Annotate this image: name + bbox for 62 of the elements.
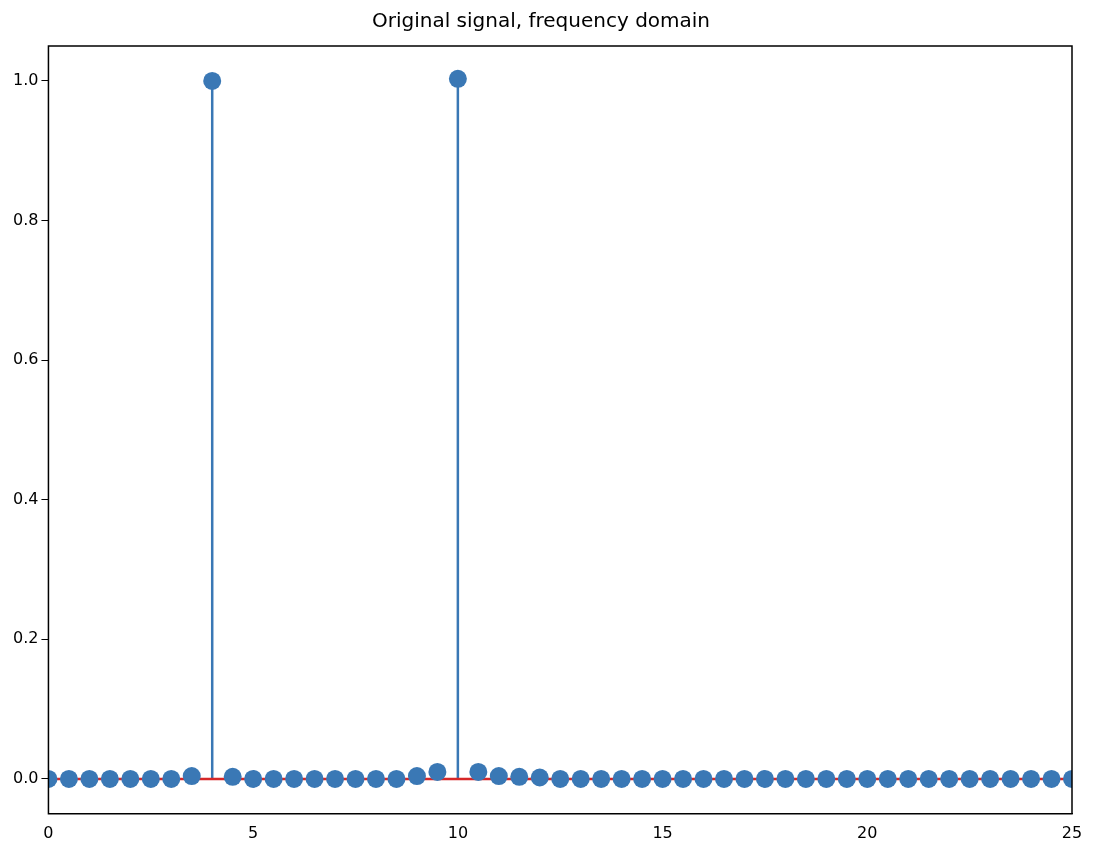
point [694, 769, 713, 788]
point [1022, 769, 1041, 788]
x-tick-label: 10 [447, 822, 469, 842]
point [1001, 769, 1020, 788]
point [305, 769, 324, 788]
point [571, 769, 590, 788]
point [551, 769, 570, 788]
x-tick-label: 0 [43, 822, 54, 842]
y-tick-label: 0.2 [12, 628, 39, 648]
point [960, 769, 979, 788]
point [755, 769, 774, 788]
x-tick-label: 5 [248, 822, 259, 842]
point [264, 769, 283, 788]
point [489, 767, 508, 786]
x-tick-label: 20 [857, 822, 878, 842]
point [817, 769, 836, 788]
point [858, 769, 877, 788]
point [510, 767, 529, 786]
point [837, 769, 856, 788]
point [121, 769, 140, 788]
point [100, 769, 119, 788]
point [796, 769, 815, 788]
point [223, 767, 242, 786]
point [919, 769, 938, 788]
point [981, 769, 1000, 788]
point [407, 767, 426, 786]
point [366, 769, 385, 788]
point [469, 762, 488, 781]
point [326, 769, 345, 788]
y-tick-label: 0.8 [12, 209, 39, 229]
point [633, 769, 652, 788]
point [776, 769, 795, 788]
x-tick-label: 25 [1061, 822, 1083, 842]
point [1042, 769, 1061, 788]
y-tick-label: 0.4 [12, 488, 39, 508]
point [346, 769, 365, 788]
point [285, 769, 304, 788]
point [674, 769, 693, 788]
point [530, 768, 549, 787]
chart-title: Original signal, frequency domain [371, 8, 711, 33]
point [940, 769, 959, 788]
point [244, 769, 263, 788]
point [80, 769, 99, 788]
point [735, 769, 754, 788]
point [448, 69, 467, 88]
point [182, 767, 201, 786]
point [162, 769, 181, 788]
point [878, 769, 897, 788]
x-tick-label: 15 [652, 822, 673, 842]
point [714, 769, 733, 788]
point [899, 769, 918, 788]
y-tick-label: 0.0 [12, 768, 39, 788]
point [612, 769, 631, 788]
y-tick-label: 0.6 [12, 349, 39, 369]
point [653, 769, 672, 788]
point [203, 71, 222, 90]
point [141, 769, 160, 788]
point [387, 769, 406, 788]
point [592, 769, 611, 788]
point [428, 762, 447, 781]
point [59, 769, 78, 788]
y-tick-label: 1.0 [12, 70, 39, 90]
